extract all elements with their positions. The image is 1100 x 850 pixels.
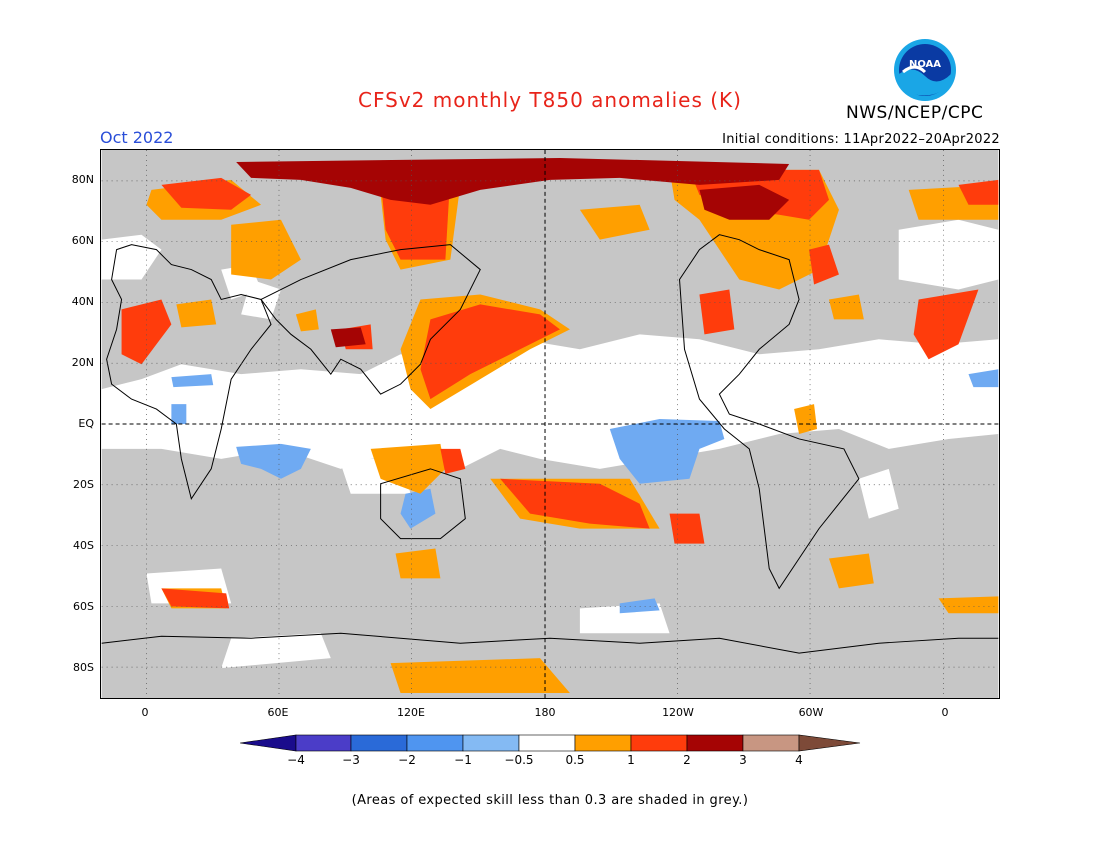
australia-cool-patch [400, 488, 436, 529]
indian-ocean-cool-patch [236, 443, 311, 479]
asia-coast [260, 244, 481, 395]
lon-label-120e: 120E [397, 706, 425, 719]
colorbar-label: −4 [287, 753, 305, 767]
forecast-month: Oct 2022 [100, 128, 174, 147]
colorbar-swatch-5 [518, 734, 576, 752]
colorbar [240, 734, 861, 752]
colorbar-label: 3 [739, 753, 747, 767]
tropical-pacific-cool-patch [609, 419, 725, 484]
lat-label-60n: 60N [71, 234, 94, 247]
australia-coast [380, 468, 466, 540]
lat-label-20n: 20N [71, 356, 94, 369]
colorbar-label: −3 [342, 753, 360, 767]
colorbar-swatch-8 [686, 734, 744, 752]
lat-label-80n: 80N [71, 173, 94, 186]
colorbar-label: 0.5 [565, 753, 585, 767]
colorbar-swatch-1 [295, 734, 352, 752]
colorbar-label: −2 [398, 753, 416, 767]
colorbar-swatch-6 [574, 734, 632, 752]
lat-label-80s: 80S [73, 661, 94, 674]
lon-label-120w: 120W [662, 706, 694, 719]
lat-label-40n: 40N [71, 295, 94, 308]
antarctica-coast [101, 632, 999, 654]
neutral-regions [101, 219, 999, 669]
colorbar-label: −1 [454, 753, 472, 767]
americas-coast [679, 234, 860, 590]
colorbar-swatch-2 [350, 734, 408, 752]
agency-label: NWS/NCEP/CPC [846, 103, 984, 123]
svg-text:NOAA: NOAA [909, 59, 941, 70]
africa-europe-coast [106, 244, 272, 500]
lon-label-180: 180 [534, 706, 556, 719]
colorbar-label: −0.5 [504, 753, 534, 767]
noaa-logo: NOAA [894, 39, 956, 101]
lat-label-20s: 20S [73, 478, 94, 491]
lon-label-0-east: 0 [941, 706, 949, 719]
lat-label-60s: 60S [73, 600, 94, 613]
colorbar-label: 4 [795, 753, 803, 767]
colorbar-swatch-3 [406, 734, 464, 752]
initial-conditions: Initial conditions: 11Apr2022–20Apr2022 [722, 132, 1000, 147]
darkred-anomaly-regions [236, 157, 790, 348]
anomaly-map [100, 149, 1000, 699]
skill-footnote: (Areas of expected skill less than 0.3 a… [351, 793, 749, 808]
lat-label-eq: EQ [78, 417, 94, 430]
lon-label-60w: 60W [798, 706, 824, 719]
negative-anomaly-regions [171, 369, 999, 614]
lon-label-0: 0 [141, 706, 149, 719]
coastlines [101, 234, 999, 654]
colorbar-swatch-9 [742, 734, 800, 752]
lat-label-40s: 40S [73, 539, 94, 552]
lon-label-60e: 60E [267, 706, 289, 719]
colorbar-swatch-4 [462, 734, 520, 752]
colorbar-swatch-low-arrow [240, 734, 297, 752]
colorbar-swatch-7 [630, 734, 688, 752]
map-title: CFSv2 monthly T850 anomalies (K) [358, 88, 742, 112]
colorbar-swatch-high-arrow [798, 734, 861, 752]
colorbar-label: 1 [627, 753, 635, 767]
colorbar-label: 2 [683, 753, 691, 767]
